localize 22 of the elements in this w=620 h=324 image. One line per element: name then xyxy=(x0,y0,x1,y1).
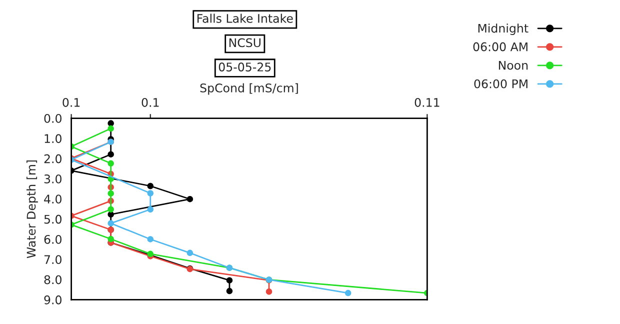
y-tick-label: 3.0 xyxy=(44,174,62,184)
chart-subtitle: NCSU xyxy=(229,38,260,48)
x-tick-label: 0.1 xyxy=(142,98,159,107)
legend-label: Noon xyxy=(498,60,528,70)
y-tick-label: 6.0 xyxy=(44,234,62,244)
chart-title: Falls Lake Intake xyxy=(197,14,293,23)
legend-label: 06:00 AM xyxy=(473,42,528,52)
text: 05-05-25 xyxy=(218,62,271,72)
legend-label: 06:00 PM xyxy=(474,79,528,88)
y-tick-label: 8.0 xyxy=(44,275,62,284)
legend-label: Midnight xyxy=(478,24,528,36)
y-tick-label: 7.0 xyxy=(44,255,62,264)
y-tick-label: 4.0 xyxy=(44,194,62,204)
y-tick-label: 0.0 xyxy=(44,114,62,123)
x-axis-title: SpCond [mS/cm] xyxy=(200,83,298,95)
y-axis-title: Water Depth [m] xyxy=(26,160,38,258)
y-tick-label: 9.0 xyxy=(44,295,62,304)
y-tick-label: 2.0 xyxy=(44,154,62,164)
x-tick-label: 0.1 xyxy=(62,98,80,107)
y-tick-label: 5.0 xyxy=(44,214,62,224)
y-tick-label: 1.0 xyxy=(44,134,62,144)
x-tick-label: 0.11 xyxy=(414,98,440,107)
